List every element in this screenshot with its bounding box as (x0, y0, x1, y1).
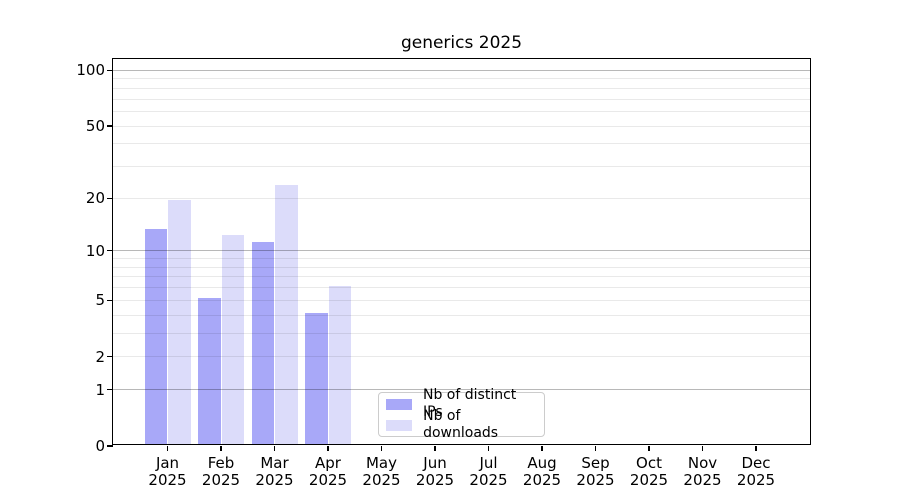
gridline-minor-20 (113, 197, 810, 199)
x-tick-mark-sep (594, 446, 597, 451)
gridline-minor-70 (113, 98, 810, 100)
x-tick-mark-nov (701, 446, 704, 451)
gridline-minor-7 (113, 276, 810, 278)
x-tick-mark-aug (541, 446, 543, 451)
legend-swatch-distinct-ips (386, 398, 412, 410)
y-tick-label-20: 20 (85, 189, 105, 208)
legend-label-distinct-ips: Nb of distinct IPs (423, 387, 517, 420)
x-tick-label-oct: Oct 2025 (629, 454, 669, 489)
x-tick-mark-may (380, 446, 383, 451)
x-tick-label-jan: Jan 2025 (148, 454, 187, 489)
y-tick-label-10: 10 (85, 241, 105, 260)
bar-s1-apr (328, 285, 351, 444)
legend-item-downloads: Nb of downloads (386, 408, 536, 441)
y-tick-mark-10 (107, 250, 113, 252)
x-tick-label-jul: Jul 2025 (469, 454, 508, 489)
gridline-minor-8 (113, 266, 810, 268)
x-tick-label-feb: Feb 2025 (201, 454, 241, 489)
bar-s0-apr (305, 313, 328, 444)
y-tick-label-1: 1 (95, 380, 105, 399)
x-tick-mark-feb (220, 446, 222, 451)
legend-swatch-downloads (386, 419, 413, 431)
bar-s1-mar (275, 185, 298, 444)
x-tick-label-nov: Nov 2025 (683, 454, 722, 489)
x-tick-mark-apr (327, 446, 329, 451)
gridline-minor-80 (113, 87, 810, 89)
y-tick-label-2: 2 (95, 347, 105, 366)
gridline-minor-50 (113, 125, 810, 127)
gridline-minor-4 (113, 314, 810, 316)
gridline-major-1 (113, 389, 810, 391)
gridline-minor-90 (113, 78, 810, 80)
x-tick-label-mar: Mar 2025 (255, 454, 294, 489)
bar-s1-feb (221, 235, 244, 444)
y-tick-mark-50 (107, 125, 113, 127)
gridline-minor-5 (113, 299, 810, 301)
y-tick-mark-1 (107, 388, 113, 391)
y-tick-mark-5 (107, 299, 113, 301)
bar-s0-mar (251, 241, 274, 444)
chart-title: generics 2025 (400, 33, 523, 53)
legend-label-downloads: Nb of downloads (423, 408, 499, 441)
x-tick-mark-jul (487, 446, 490, 451)
y-tick-mark-20 (107, 197, 113, 199)
x-tick-mark-oct (648, 446, 650, 451)
gridline-minor-3 (113, 332, 810, 334)
x-tick-label-apr: Apr 2025 (308, 454, 348, 489)
gridline-major-10 (113, 250, 810, 252)
gridline-minor-2 (113, 356, 810, 358)
bar-s1-jan (168, 200, 191, 444)
gridline-minor-6 (113, 287, 810, 289)
bar-s0-jan (144, 229, 167, 444)
x-tick-label-may: May 2025 (362, 454, 401, 489)
y-tick-label-100: 100 (76, 61, 105, 80)
legend: Nb of distinct IPs Nb of downloads (378, 387, 545, 441)
y-tick-mark-2 (107, 355, 113, 358)
y-tick-label-50: 50 (85, 117, 105, 135)
x-tick-label-aug: Aug 2025 (522, 454, 562, 489)
gridline-major-100 (113, 69, 810, 71)
gridline-minor-30 (113, 166, 810, 168)
plot-area: Nb of distinct IPs Nb of downloads 0 1 2 5 1… (76, 58, 811, 489)
gridline-minor-60 (113, 110, 810, 112)
x-tick-label-sep: Sep 2025 (576, 454, 615, 489)
legend-item-distinct-ips: Nb of distinct IPs (386, 387, 536, 420)
x-tick-label-jun: Jun 2025 (415, 454, 455, 489)
gridline-minor-9 (113, 258, 810, 260)
x-tick-mark-mar (273, 446, 276, 451)
bar-s0-feb (198, 298, 221, 444)
y-tick-label-5: 5 (95, 291, 105, 310)
x-tick-mark-dec (755, 446, 757, 451)
x-tick-mark-jun (434, 446, 436, 451)
y-tick-label-0: 0 (95, 437, 105, 455)
x-tick-label-dec: Dec 2025 (736, 454, 776, 489)
x-tick-mark-jan (166, 446, 169, 451)
y-tick-mark-100 (107, 69, 113, 71)
gridline-minor-40 (113, 143, 810, 145)
y-tick-mark-0 (107, 445, 113, 447)
